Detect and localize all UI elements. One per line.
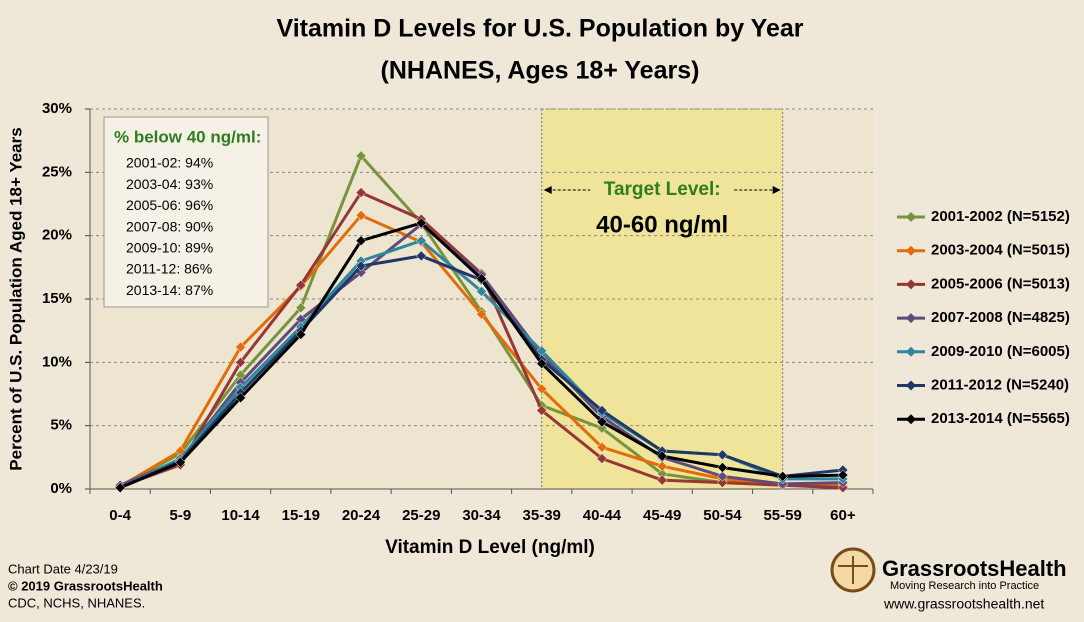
data-point [596,416,608,428]
data-point [536,383,548,395]
y-axis-title: Percent of U.S. Population Aged 18+ Year… [6,127,25,470]
logo-tagline: Moving Research into Practice [890,580,1039,592]
footer-date: Chart Date 4/23/19 [8,561,118,576]
data-point [235,356,246,368]
data-point [536,405,548,416]
footer-copyright: © 2019 GrassrootsHealth [8,578,163,593]
data-point [295,329,307,340]
legend-label: 2003-2004 (N=5015) [931,242,1070,259]
data-point [596,405,608,416]
arrow-head [543,186,552,194]
legend-label: 2011-2012 (N=5240) [931,376,1069,393]
target-label: Target Level: [604,179,721,200]
x-tick-label: 5-9 [170,507,192,524]
legend-label: 2013-2014 (N=5565) [931,410,1070,427]
x-tick-label: 55-59 [763,507,801,524]
footer-source: CDC, NCHS, NHANES. [8,595,145,610]
data-point [777,470,789,482]
y-tick-label: 0% [50,480,72,497]
y-tick-label: 25% [42,163,72,180]
inset-item: 2009-10: 89% [126,240,213,256]
data-point [174,457,186,468]
data-point [235,341,246,353]
data-point [415,250,427,262]
logo-name: GrassrootsHealth [882,556,1067,581]
data-point [596,422,608,434]
x-tick-label: 15-19 [282,507,320,524]
inset-box [103,116,269,308]
x-axis-title: Vitamin D Level (ng/ml) [385,537,595,558]
inset-item: 2005-06: 96% [126,197,213,213]
x-tick-label: 10-14 [221,507,260,524]
data-point [476,273,487,285]
x-tick-label: 20-24 [342,507,381,524]
data-point [355,260,367,272]
data-point [295,279,307,291]
footer-url: www.grassrootshealth.net [883,596,1044,612]
data-point [476,308,487,320]
data-point [295,302,307,314]
data-point [596,453,608,464]
logo [830,547,876,593]
data-point [717,470,728,482]
y-tick-label: 30% [42,100,72,117]
data-point [114,482,126,494]
legend-marker [906,414,916,425]
data-point [415,217,427,229]
x-tick-label: 30-34 [462,507,501,524]
data-point [656,474,668,486]
data-point [717,477,728,489]
data-point [235,392,246,404]
data-point [656,450,668,462]
legend-label: 2009-2010 (N=6005) [931,343,1070,360]
data-point [355,150,367,162]
arrow-head [772,186,781,194]
x-tick-label: 60+ [830,507,856,524]
target-range: 40-60 ng/ml [596,211,728,238]
data-point [717,449,728,461]
x-tick-label: 0-4 [109,507,131,524]
data-point [415,235,427,247]
y-tick-label: 5% [50,417,72,434]
chart-title: Vitamin D Levels for U.S. Population by … [276,15,803,43]
data-point [717,462,728,473]
inset-item: 2011-12: 86% [126,261,212,277]
legend-label: 2005-2006 (N=5013) [931,275,1070,292]
data-point [355,187,367,198]
data-point [837,469,849,481]
data-point [355,210,367,221]
legend-marker [906,380,916,391]
x-tick-label: 40-44 [583,507,622,524]
inset-item: 2013-14: 87% [126,282,213,298]
y-tick-label: 20% [42,227,72,244]
legend-marker [906,212,916,222]
inset-item: 2007-08: 90% [126,218,213,234]
legend-label: 2001-2002 (N=5152) [931,208,1070,225]
chart-subtitle: (NHANES, Ages 18+ Years) [381,57,700,85]
legend-marker [906,313,916,324]
data-point [656,460,668,472]
x-tick-label: 25-29 [402,507,440,524]
legend-marker [906,346,916,357]
inset-item: 2001-02: 94% [126,155,213,171]
legend-marker [906,245,916,256]
data-point [476,286,487,297]
x-tick-label: 50-54 [703,507,742,524]
data-point [355,235,367,247]
data-point [596,441,608,453]
y-tick-label: 15% [42,290,72,307]
legend-label: 2007-2008 (N=4825) [931,309,1070,326]
x-tick-label: 45-49 [643,507,681,524]
inset-item: 2003-04: 93% [126,176,213,192]
inset-title: % below 40 ng/ml: [114,127,261,146]
legend-marker [906,279,916,290]
data-point [536,358,548,369]
x-tick-label: 35-39 [523,507,561,524]
y-tick-label: 10% [42,353,72,370]
